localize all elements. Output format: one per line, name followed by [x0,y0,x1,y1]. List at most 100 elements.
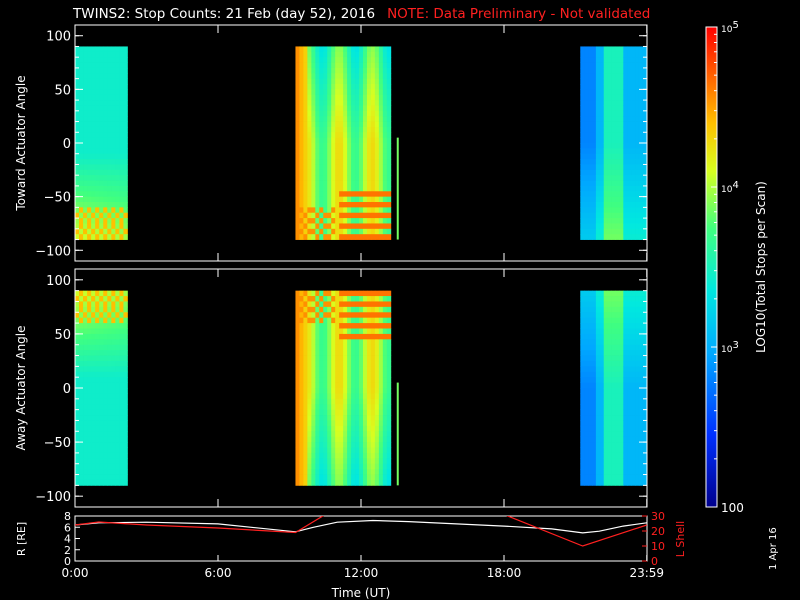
heatmap-cell [607,100,612,106]
heatmap-cell [382,132,388,139]
heatmap-cell [580,46,585,53]
heatmap-cell [631,67,636,74]
heatmap-cell [615,398,620,405]
heatmap-cell [611,116,616,122]
heatmap-cell [592,355,597,362]
heatmap-cell [611,62,616,69]
heatmap-cell [638,110,644,117]
heatmap-cell [311,46,316,53]
heatmap-cell [584,377,589,383]
heatmap-cell [631,355,636,362]
heatmap-cell [595,420,601,427]
heatmap-cell [83,415,88,421]
heatmap-cell [362,404,368,411]
heatmap-cell [331,415,336,421]
heatmap-cell [83,290,88,297]
heatmap-cell [623,223,628,230]
heatmap-cell [370,234,376,240]
heatmap-cell [299,218,304,224]
heatmap-cell [359,185,364,192]
heatmap-cell [79,223,84,230]
heatmap-cell [355,431,360,438]
heatmap-cell [359,469,364,475]
heatmap-cell [123,73,128,80]
heatmap-cell [615,153,620,160]
heatmap-cell [295,409,300,416]
heatmap-cell [99,312,104,319]
heatmap-cell [111,420,116,427]
heatmap-cell [315,333,320,340]
heatmap-cell [642,409,648,416]
heatmap-cell [315,393,320,400]
heatmap-cell [386,290,392,297]
heatmap-cell [83,388,88,394]
heatmap-cell [638,51,644,58]
heatmap-cell [382,425,388,432]
heatmap-cell [588,212,593,219]
heatmap-cell [327,89,332,96]
heatmap-cell [386,180,392,187]
heatmap-cell [592,366,597,373]
heatmap-cell [99,105,104,112]
heatmap-cell [592,409,597,416]
heatmap-cell [87,333,92,340]
heatmap-cell [619,339,624,346]
heatmap-cell [584,207,589,214]
heatmap-cell [307,94,312,101]
heatmap-cell [103,191,108,198]
heatmap-cell [588,132,593,139]
heatmap-cell [382,62,388,69]
heatmap-cell [635,442,640,448]
heatmap-cell [79,355,84,362]
heatmap-cell [580,452,585,459]
heatmap-cell [611,306,616,313]
heatmap-cell [323,306,328,313]
heatmap-cell [311,137,316,144]
heatmap-cell [607,328,612,335]
heatmap-cell [83,223,88,230]
heatmap-cell [580,228,585,235]
heatmap-cell [299,442,304,448]
heatmap-cell [595,100,601,106]
heatmap-cell [107,78,112,85]
heatmap-cell [627,223,632,230]
heatmap-cell [99,333,104,340]
heatmap-cell [335,51,340,58]
heatmap-cell [580,148,585,155]
heatmap-cell [366,404,372,411]
heatmap-cell [603,393,609,400]
heatmap-cell [595,382,601,389]
heatmap-cell [123,355,128,362]
heatmap-cell [611,191,616,198]
heatmap-cell [87,234,92,240]
heatmap-cell [619,212,624,219]
heatmap-cell [603,62,609,69]
heatmap-cell [91,148,96,155]
heatmap-cell [584,137,589,144]
heatmap-cell [362,382,368,389]
heatmap-cell [123,212,128,219]
heatmap-cell [611,73,616,80]
heatmap-cell [343,78,348,85]
heatmap-cell [619,51,624,58]
heatmap-cell [615,175,620,181]
heatmap-cell [331,458,336,465]
heatmap-cell [115,366,120,373]
heatmap-cell [631,458,636,465]
heatmap-cell [307,57,312,63]
heatmap-cell [627,234,632,240]
heatmap-cell [95,132,100,139]
heatmap-cell [343,323,348,329]
heatmap-cell [355,371,360,378]
heatmap-cell [303,73,308,80]
heatmap-cell [323,447,328,454]
heatmap-cell [103,228,108,235]
heatmap-cell [382,328,388,335]
heatmap-cell [95,218,100,224]
colorbar-label: LOG10(Total Stops per Scan) [754,181,768,353]
heatmap-cell [75,350,80,356]
heatmap-cell [303,228,308,235]
heatmap-cell [359,62,364,69]
heatmap-cell [335,431,340,438]
heatmap-cell [319,344,324,351]
